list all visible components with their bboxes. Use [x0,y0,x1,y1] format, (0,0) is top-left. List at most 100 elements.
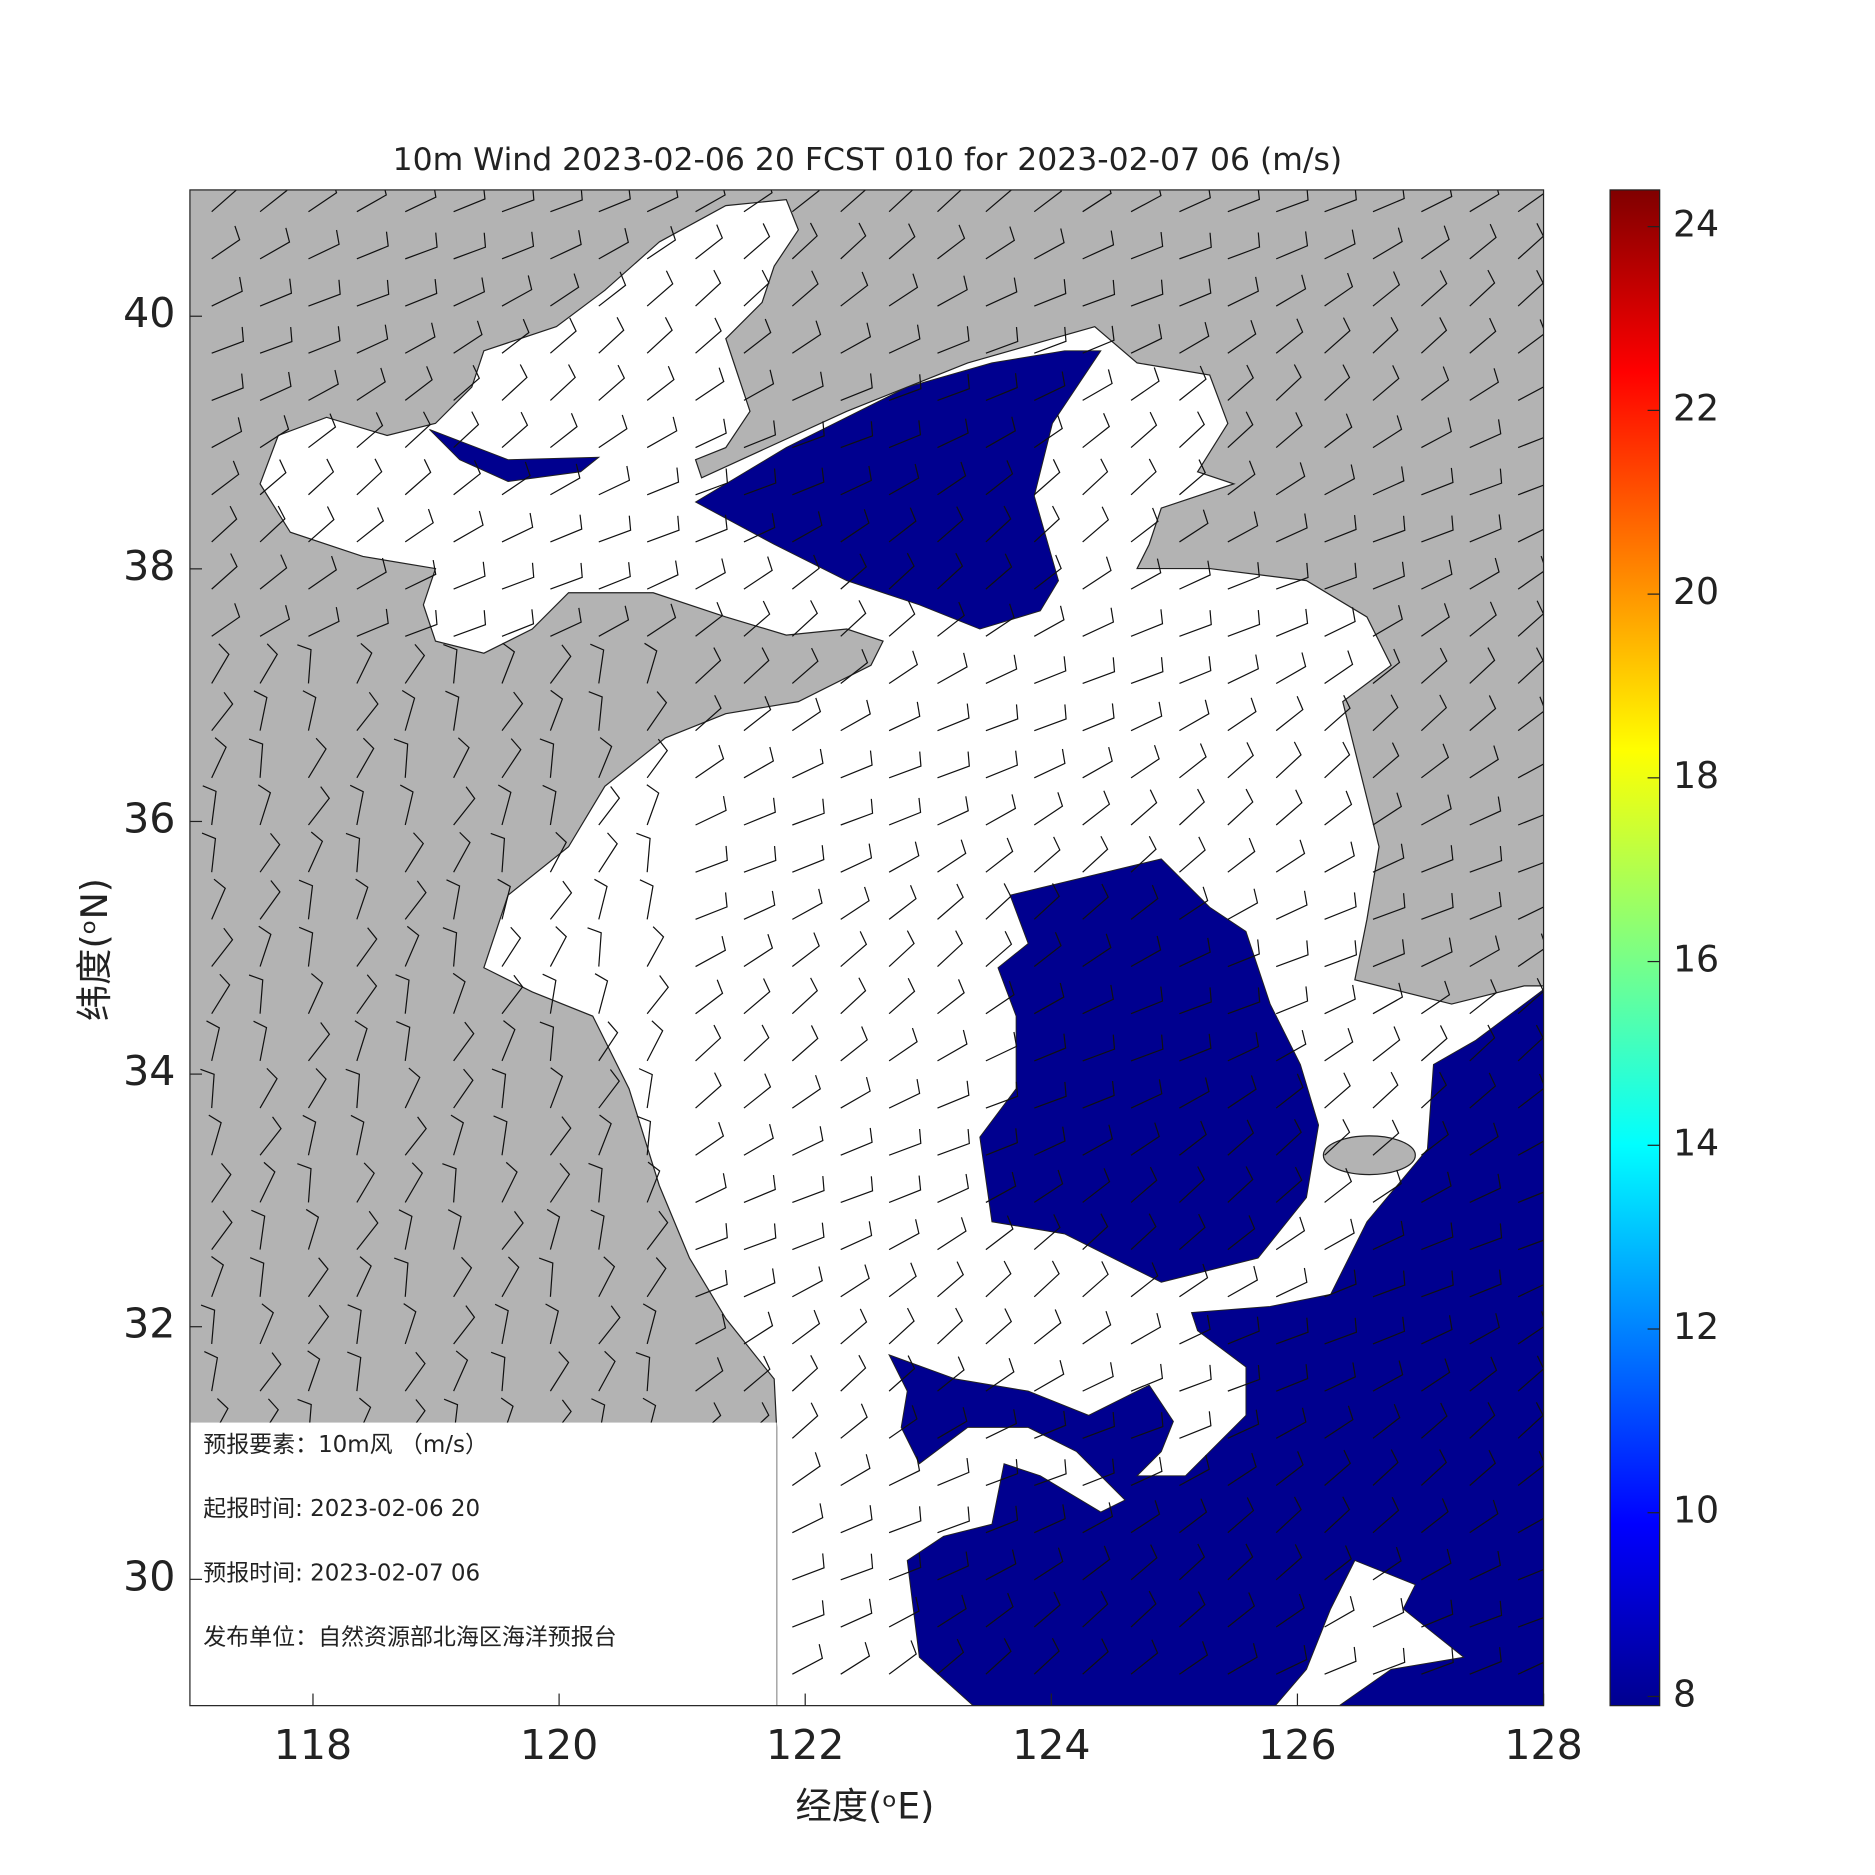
wind-barb [695,317,722,354]
wind-barb [695,744,725,779]
wind-barb [1082,369,1113,401]
wind-barb [598,189,631,213]
wind-barb [1130,1590,1157,1628]
wind-barb [1324,694,1351,732]
wind-barb [646,603,677,637]
wind-barb [888,374,922,401]
wind-barb [695,647,722,684]
wind-barb [1421,893,1454,920]
wind-barb [1130,1213,1157,1251]
wind-barb [840,1026,868,1062]
wind-barb [1033,1637,1060,1675]
wind-barb [1082,189,1112,213]
wind-barb [1372,466,1405,496]
wind-barb [404,1067,421,1109]
wind-barb [646,784,660,826]
wind-barb [985,1358,1015,1392]
wind-barb [743,1355,771,1392]
wind-barb [200,1304,216,1345]
wind-barb [453,411,480,449]
wind-barb [549,644,572,684]
wind-barb [1420,1498,1449,1534]
wind-barb [888,1553,922,1581]
wind-barb [1421,559,1453,590]
wind-barb [888,978,916,1015]
wind-barb [302,690,317,731]
colorbar-tick-label: 20 [1673,570,1719,613]
wind-barb [211,460,240,496]
wind-barb [888,1219,920,1251]
wind-barb [356,507,385,543]
wind-barb [1421,980,1451,1015]
wind-barb [354,1020,368,1062]
wind-barb [1276,940,1309,968]
wind-barb [985,1260,1012,1298]
wind-barb [1421,937,1453,968]
wind-barb [1372,1597,1405,1628]
wind-barb [452,972,466,1014]
wind-barb [404,366,433,401]
wind-barb [937,979,965,1015]
wind-barb [1227,460,1256,496]
wind-barb [1517,1140,1544,1156]
wind-barb [695,1269,728,1298]
wind-barb [356,367,386,401]
wind-barb [743,647,770,684]
wind-barb [1227,939,1260,968]
wind-barb [550,562,583,590]
wind-barb [1421,1171,1452,1203]
wind-barb [888,189,914,213]
wind-barb [1179,1454,1210,1487]
wind-barb [1082,1168,1111,1203]
wind-barb [308,229,340,260]
colorbar-tick-label: 10 [1673,1489,1719,1532]
wind-barb [1082,1458,1115,1487]
wind-barb [1034,1410,1067,1439]
wind-barb [888,223,916,260]
wind-barb [646,975,669,1015]
wind-barb [1372,843,1405,873]
wind-barb [404,459,432,496]
wind-barb [1082,657,1116,685]
wind-barb [1275,1119,1302,1156]
wind-barb [1420,1449,1448,1486]
wind-barbs [200,189,1544,1675]
wind-barb [937,418,969,449]
wind-barb [1469,223,1497,260]
wind-barb [1420,1071,1448,1109]
wind-barb [1082,1124,1113,1156]
wind-barb [356,458,383,496]
wind-barb [743,513,776,543]
wind-barb [695,694,722,732]
wind-barb [298,879,314,920]
wind-barb [1130,189,1162,213]
wind-barb [501,974,524,1015]
wind-barb [743,845,777,873]
info-row: 起报时间: 2023-02-06 20 [203,1496,480,1522]
wind-barb [404,1351,426,1392]
wind-barb [1517,1355,1544,1392]
wind-barb [1517,978,1544,1015]
wind-barb [695,892,728,920]
wind-barb [1227,654,1259,685]
wind-barb [1324,1596,1355,1628]
wind-barb [840,750,873,779]
wind-barb [1227,276,1259,307]
wind-barb [1130,1412,1164,1439]
wind-barb [1179,1641,1209,1675]
wind-barb [1034,748,1066,779]
wind-barb [396,1021,411,1061]
wind-barb [546,1208,561,1250]
wind-barb [888,650,919,684]
wind-barb [308,189,338,213]
wind-barb [840,798,874,826]
wind-barb [1469,1550,1502,1581]
wind-barb [1179,459,1206,496]
wind-barb [542,973,557,1014]
wind-barb [1324,515,1357,543]
wind-barb [1179,411,1205,449]
wind-barb [307,973,324,1014]
wind-barb [539,738,555,778]
wind-barb [1179,321,1210,354]
wind-barb [550,412,578,449]
